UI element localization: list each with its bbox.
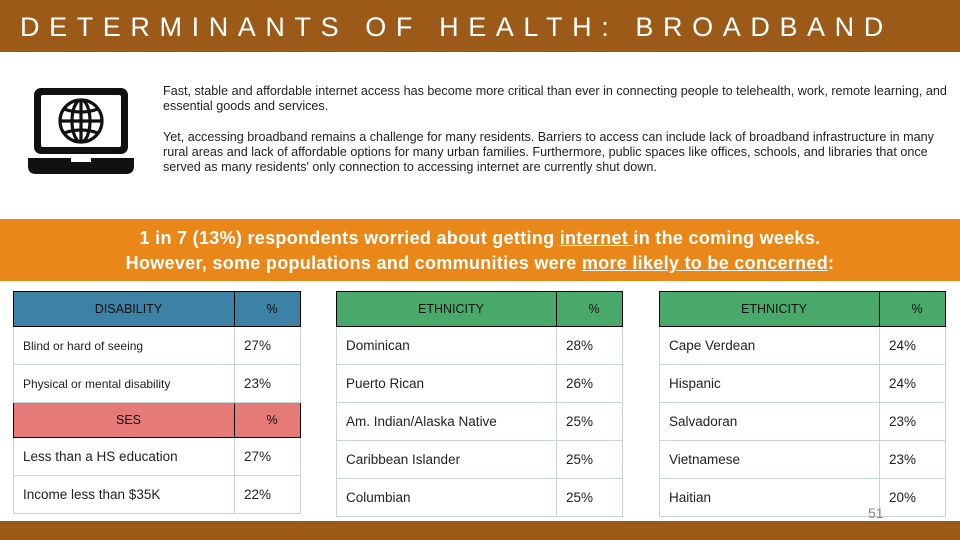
table-row: Hispanic 24% bbox=[659, 364, 946, 403]
laptop-globe-icon bbox=[28, 88, 134, 174]
table-row: Haitian 20% bbox=[659, 478, 946, 517]
table-row: Salvadoran 23% bbox=[659, 402, 946, 441]
row-label: Blind or hard of seeing bbox=[13, 326, 235, 365]
row-label: Columbian bbox=[336, 478, 557, 517]
disability-ses-table: DISABILITY % Blind or hard of seeing 27%… bbox=[13, 291, 301, 514]
banner-line-1: 1 in 7 (13%) respondents worried about g… bbox=[139, 228, 821, 248]
row-label: Hispanic bbox=[659, 364, 880, 403]
ses-header: SES bbox=[13, 402, 235, 438]
table-row: Am. Indian/Alaska Native 25% bbox=[336, 402, 623, 441]
disability-pct-header: % bbox=[234, 291, 301, 327]
row-value: 20% bbox=[879, 478, 946, 517]
row-label: Dominican bbox=[336, 326, 557, 365]
table-row: Less than a HS education 27% bbox=[13, 437, 301, 476]
barriers-paragraph: Yet, accessing broadband remains a chall… bbox=[163, 130, 934, 174]
row-value: 23% bbox=[879, 440, 946, 479]
row-label: Caribbean Islander bbox=[336, 440, 557, 479]
row-label: Income less than $35K bbox=[13, 475, 235, 514]
ethnicity-header: ETHNICITY bbox=[659, 291, 880, 327]
footer-bar bbox=[0, 521, 960, 540]
ses-pct-header: % bbox=[234, 402, 301, 438]
row-label: Puerto Rican bbox=[336, 364, 557, 403]
ethnicity-pct-header: % bbox=[556, 291, 623, 327]
row-value: 22% bbox=[234, 475, 301, 514]
table-row: Puerto Rican 26% bbox=[336, 364, 623, 403]
title-bar: DETERMINANTS OF HEALTH: BROADBAND bbox=[0, 0, 960, 52]
intro-paragraph: Fast, stable and affordable internet acc… bbox=[163, 84, 947, 113]
row-value: 26% bbox=[556, 364, 623, 403]
ethnicity-table-2: ETHNICITY % Cape Verdean 24% Hispanic 24% … bbox=[659, 291, 946, 517]
row-label: Physical or mental disability bbox=[13, 364, 235, 403]
disability-header: DISABILITY bbox=[13, 291, 235, 327]
row-value: 28% bbox=[556, 326, 623, 365]
row-value: 24% bbox=[879, 326, 946, 365]
ethnicity-table-1: ETHNICITY % Dominican 28% Puerto Rican 26%… bbox=[336, 291, 623, 517]
row-value: 23% bbox=[234, 364, 301, 403]
row-value: 25% bbox=[556, 402, 623, 441]
ethnicity-header: ETHNICITY bbox=[336, 291, 557, 327]
row-value: 25% bbox=[556, 478, 623, 517]
table-row: Blind or hard of seeing 27% bbox=[13, 326, 301, 365]
row-value: 27% bbox=[234, 437, 301, 476]
table-row: Columbian 25% bbox=[336, 478, 623, 517]
row-label: Cape Verdean bbox=[659, 326, 880, 365]
row-value: 24% bbox=[879, 364, 946, 403]
key-finding-banner: 1 in 7 (13%) respondents worried about g… bbox=[0, 219, 960, 281]
row-label: Less than a HS education bbox=[13, 437, 235, 476]
banner-line-2: However, some populations and communitie… bbox=[125, 253, 835, 273]
row-label: Am. Indian/Alaska Native bbox=[336, 402, 557, 441]
row-label: Haitian bbox=[659, 478, 880, 517]
page-number: 51 bbox=[868, 505, 884, 521]
table-row: Physical or mental disability 23% bbox=[13, 364, 301, 403]
ethnicity-pct-header: % bbox=[879, 291, 946, 327]
table-row: Caribbean Islander 25% bbox=[336, 440, 623, 479]
table-row: Vietnamese 23% bbox=[659, 440, 946, 479]
row-value: 25% bbox=[556, 440, 623, 479]
table-row: Dominican 28% bbox=[336, 326, 623, 365]
slide-title: DETERMINANTS OF HEALTH: BROADBAND bbox=[20, 12, 893, 42]
table-row: Income less than $35K 22% bbox=[13, 475, 301, 514]
row-label: Vietnamese bbox=[659, 440, 880, 479]
row-label: Salvadoran bbox=[659, 402, 880, 441]
row-value: 27% bbox=[234, 326, 301, 365]
row-value: 23% bbox=[879, 402, 946, 441]
table-row: Cape Verdean 24% bbox=[659, 326, 946, 365]
